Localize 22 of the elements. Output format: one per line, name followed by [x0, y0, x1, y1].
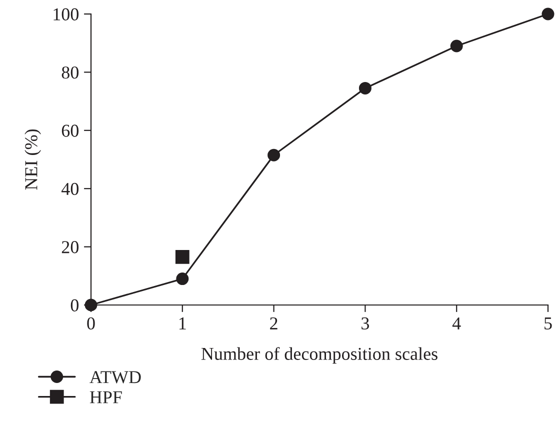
- y-tick-label: 100: [54, 8, 79, 20]
- point: [358, 82, 372, 94]
- point: [176, 272, 189, 286]
- point: [450, 40, 463, 52]
- point: [542, 8, 554, 20]
- legend-label: HPF: [90, 391, 122, 404]
- y-axis-title: NEI (%): [24, 129, 41, 190]
- x-tick-label: 3: [362, 317, 370, 330]
- x-tick-label: 0: [87, 317, 95, 330]
- x-tick-label: 4: [452, 317, 461, 330]
- y-tick-label: 0: [70, 299, 79, 312]
- y-tick-label: 40: [61, 182, 79, 196]
- point: [175, 250, 190, 264]
- x-tick-label: 5: [544, 318, 552, 330]
- x-tick-label: 1: [179, 317, 186, 330]
- y-tick-label: 60: [62, 124, 79, 137]
- y-tick-label: 20: [62, 241, 79, 254]
- x-tick-label: 2: [270, 317, 278, 330]
- x-axis-title: Number of decomposition scales: [201, 347, 438, 364]
- point: [268, 148, 280, 162]
- y-tick-label: 80: [62, 66, 79, 79]
- legend-label: ATWD: [90, 371, 141, 384]
